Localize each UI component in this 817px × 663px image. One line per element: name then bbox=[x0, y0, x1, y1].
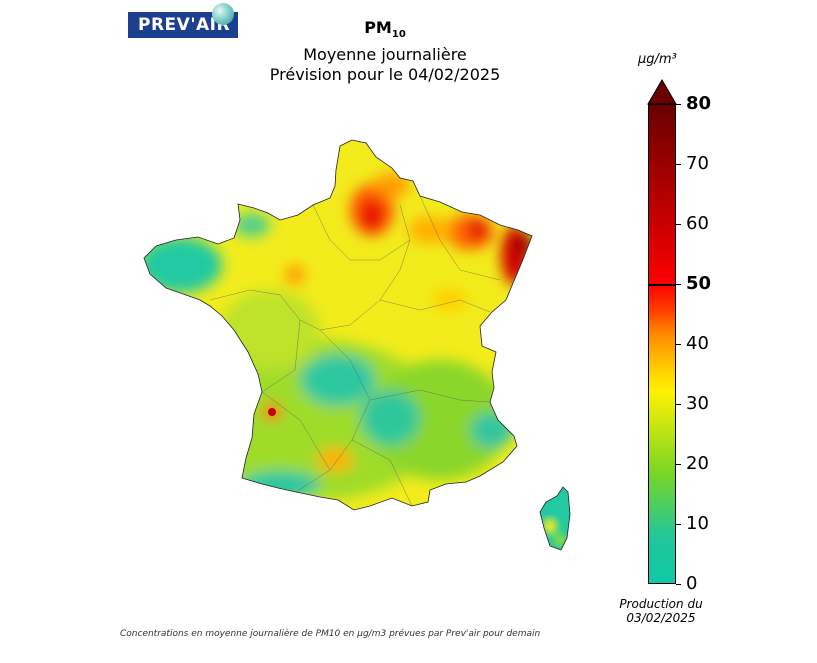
unit-label: μg/m³ bbox=[638, 52, 677, 67]
tick-label-80: 80 bbox=[686, 93, 712, 114]
map-title: PM10 Moyenne journalière Prévision pour … bbox=[230, 18, 540, 85]
tick-mark bbox=[676, 464, 681, 465]
tick-label-50: 50 bbox=[686, 273, 712, 294]
tick-label-40: 40 bbox=[686, 333, 709, 354]
tick-mark bbox=[676, 104, 681, 105]
tick-mark bbox=[676, 584, 681, 585]
tick-label-0: 0 bbox=[686, 573, 698, 594]
tick-mark bbox=[676, 344, 681, 345]
france-concentration-field bbox=[144, 140, 532, 510]
tick-label-30: 30 bbox=[686, 393, 709, 414]
forecast-date: Prévision pour le 04/02/2025 bbox=[269, 65, 501, 85]
colorbar bbox=[648, 104, 676, 584]
footer-caption: Concentrations en moyenne journalière de… bbox=[120, 629, 541, 639]
subtitle: Moyenne journalière bbox=[303, 45, 467, 65]
tick-mark bbox=[676, 524, 681, 525]
tick-mark bbox=[676, 404, 681, 405]
pollutant-title: PM10 bbox=[230, 18, 540, 45]
tick-label-60: 60 bbox=[686, 213, 709, 234]
tick-label-10: 10 bbox=[686, 513, 709, 534]
tick-mark bbox=[676, 164, 681, 165]
tick-label-20: 20 bbox=[686, 453, 709, 474]
tick-mark bbox=[676, 284, 681, 285]
globe-icon bbox=[212, 3, 234, 25]
production-value: 03/02/2025 bbox=[626, 611, 696, 625]
pollutant-name: PM bbox=[364, 18, 392, 37]
production-label: Production du bbox=[619, 597, 703, 611]
tick-label-70: 70 bbox=[686, 153, 709, 174]
logo-text: PREV'AIR bbox=[138, 15, 231, 35]
colorbar-max-arrow bbox=[647, 79, 677, 105]
tick-mark bbox=[676, 224, 681, 225]
threshold-line bbox=[648, 284, 676, 286]
production-date: Production du 03/02/2025 bbox=[608, 597, 714, 625]
pollutant-subscript: 10 bbox=[391, 29, 406, 41]
